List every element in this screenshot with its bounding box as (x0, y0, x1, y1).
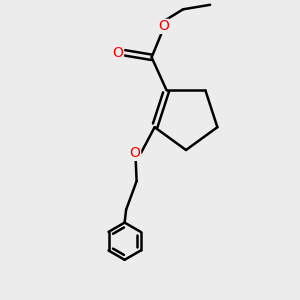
Text: O: O (112, 46, 123, 60)
Text: O: O (130, 146, 141, 160)
Text: O: O (158, 20, 169, 33)
